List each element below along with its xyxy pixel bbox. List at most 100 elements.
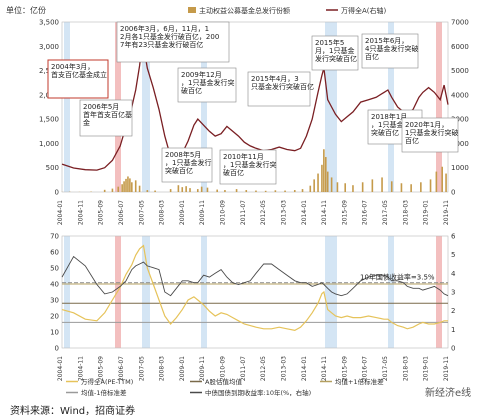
bar xyxy=(121,184,123,192)
top-right-axis: 0 1000 2000 3000 4000 5000 6000 7000 xyxy=(451,19,469,197)
top-x-tick-label: 2006-07 xyxy=(118,200,125,225)
bottom-x-tick-label: 2004-11 xyxy=(77,356,84,381)
top-x-tick-label: 2009-11 xyxy=(199,200,206,225)
top-right-tick-label: 4000 xyxy=(451,91,469,99)
top-right-tick-label: 3000 xyxy=(451,116,469,124)
annotation-line: 2018年1月 xyxy=(371,112,407,121)
bar xyxy=(181,187,184,192)
annotation-2020-01: 2020年1月， 1只基金发行突破百亿 xyxy=(405,120,458,145)
legend-label: 均值+1倍标准差 xyxy=(335,377,384,386)
top-right-tick-label: 6000 xyxy=(451,43,469,51)
legend-label: 中债国债到期收益率:10年(%，右轴) xyxy=(205,388,311,397)
annotation-line: 首支百亿基金成立 xyxy=(51,70,107,79)
annotation-line: 只基金发行突破百亿 xyxy=(251,82,314,91)
bottom-highlight-band-blue-1 xyxy=(64,236,70,348)
annotation-2008-05: 2008年5月，1只基金发行突破百亿 xyxy=(165,150,211,175)
top-x-tick-label: 2016-07 xyxy=(362,200,369,225)
top-right-tick-label: 1000 xyxy=(451,164,469,172)
top-x-tick-label: 2004-01 xyxy=(57,200,64,225)
annotation-2010-11: 2010年11月，1只基金发行突破百亿 xyxy=(223,152,276,177)
bottom-left-tick-label: 50 xyxy=(50,265,59,273)
highlight-band-blue-3 xyxy=(201,22,207,192)
bar xyxy=(330,177,333,192)
unit-label: 单位：亿份 xyxy=(6,5,46,15)
bar xyxy=(410,184,412,192)
bar xyxy=(323,149,325,192)
bottom-highlight-band-blue-3 xyxy=(201,236,207,348)
bar xyxy=(317,173,319,192)
bottom-x-tick-label: 2018-03 xyxy=(402,356,409,381)
bar xyxy=(326,171,329,192)
bar xyxy=(111,188,114,192)
bottom-x-axis: 2004-01 2004-11 2005-09 2006-07 2007-05 2008-… xyxy=(57,356,450,381)
bar xyxy=(344,183,346,192)
bar xyxy=(117,186,120,192)
bar xyxy=(313,179,315,192)
bottom-x-tick-label: 2009-01 xyxy=(179,356,186,381)
bar xyxy=(245,190,248,192)
top-right-tick-label: 7000 xyxy=(451,19,469,27)
bottom-x-tick-label: 2019-11 xyxy=(443,356,450,381)
top-left-tick-label: 3,500 xyxy=(39,19,59,27)
annotation-line: 2009年12月 xyxy=(181,70,222,79)
legend-label: 万得全A(PE-TTM) xyxy=(81,377,133,386)
pe-line xyxy=(61,244,448,332)
top-right-tick-label: 2000 xyxy=(451,140,469,148)
annotation-line: 2006年5月 xyxy=(83,102,119,111)
annotation-line: 1只基金发行突破 xyxy=(405,128,458,137)
bar xyxy=(169,189,172,192)
top-plot-frame xyxy=(61,21,449,193)
bar xyxy=(216,189,218,192)
bar xyxy=(255,190,257,192)
annotation-line: 2008年5月 xyxy=(165,150,201,159)
annotation-2015-04: 2015年4月，3 只基金发行突破百亿 xyxy=(251,74,314,91)
yield-line xyxy=(61,255,449,297)
bottom-left-tick-label: 40 xyxy=(50,281,59,289)
bottom-highlight-band-red-2 xyxy=(436,236,442,348)
top-left-tick-label: 3,000 xyxy=(39,43,59,51)
bottom-x-tick-label: 2011-07 xyxy=(240,356,247,381)
bar xyxy=(189,188,191,192)
highlight-band-blue-5 xyxy=(388,22,394,192)
top-x-tick-label: 2011-07 xyxy=(240,200,247,225)
top-x-tick-label: 2018-03 xyxy=(402,200,409,225)
bar xyxy=(185,186,187,192)
annotation-2006-05: 2006年5月首年首支百亿基金 xyxy=(83,102,132,127)
bottom-left-axis: 0 10 20 30 40 50 60 70 xyxy=(50,233,59,353)
annotation-2015-06: 2015年6月， 4只基金发行突破百亿 xyxy=(365,36,418,61)
bottom-x-tick-label: 2015-09 xyxy=(341,356,348,381)
top-right-tick-label: 5000 xyxy=(451,67,469,75)
bar xyxy=(138,185,141,192)
bar xyxy=(400,183,403,192)
bottom-x-tick-label: 2013-03 xyxy=(280,356,287,381)
bottom-left-tick-label: 10 xyxy=(50,329,59,337)
bottom-right-tick-label: 3 xyxy=(451,289,455,297)
bottom-x-tick-label: 2009-11 xyxy=(199,356,206,381)
bar xyxy=(123,181,125,192)
top-x-tick-label: 2019-01 xyxy=(423,200,430,225)
bottom-x-tick-label: 2012-05 xyxy=(260,356,267,381)
bottom-x-tick-label: 2010-09 xyxy=(220,356,227,381)
bar xyxy=(154,190,156,192)
annotation-line: 2010年11月 xyxy=(223,152,264,161)
annotation-line: 发行突破百亿 xyxy=(315,54,357,63)
top-right-tick-label: 0 xyxy=(451,189,455,197)
bar xyxy=(420,182,422,192)
bar xyxy=(224,190,226,192)
top-x-tick-label: 2019-11 xyxy=(443,200,450,225)
bottom-left-tick-label: 60 xyxy=(50,249,59,257)
top-x-tick-label: 2012-05 xyxy=(260,200,267,225)
annotation-line: ，1只基金发行 xyxy=(371,120,417,129)
bar xyxy=(429,179,432,192)
bar xyxy=(445,173,447,192)
top-x-tick-label: 2008-03 xyxy=(159,200,166,225)
bar xyxy=(129,178,131,192)
bar xyxy=(103,189,106,192)
top-left-tick-label: 1,500 xyxy=(39,116,59,124)
top-x-tick-label: 2014-01 xyxy=(301,200,308,225)
bottom-x-tick-label: 2016-07 xyxy=(362,356,369,381)
annotation-line: 突破百亿 xyxy=(371,128,399,137)
